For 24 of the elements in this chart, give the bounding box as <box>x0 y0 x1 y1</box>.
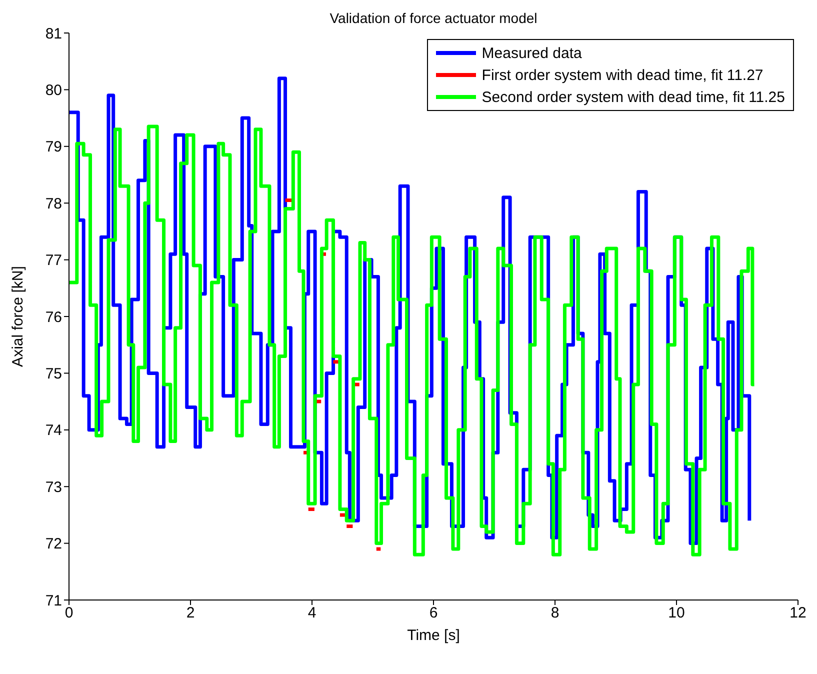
legend-label: First order system with dead time, fit 11.27 <box>482 66 764 84</box>
y-tick-label: 76 <box>45 308 62 326</box>
x-tick-label: 2 <box>186 604 195 622</box>
y-tick-label: 72 <box>45 536 62 553</box>
y-axis-title: Axial force [kN] <box>9 266 26 367</box>
y-tick-label: 74 <box>45 422 62 440</box>
x-tick-label: 4 <box>308 604 316 622</box>
y-tick-label: 81 <box>45 25 62 42</box>
y-tick-label: 73 <box>45 478 62 496</box>
y-tick-label: 80 <box>45 82 62 100</box>
x-tick-label: 12 <box>790 604 806 622</box>
x-tick-label: 10 <box>668 604 685 622</box>
chart-title: Validation of force actuator model <box>328 10 538 26</box>
y-tick-label: 79 <box>45 138 62 156</box>
x-axis-title: Time [s] <box>407 627 460 644</box>
y-tick-label: 75 <box>45 366 62 383</box>
legend-label: Second order system with dead time, fit 11.25 <box>482 88 785 106</box>
y-tick-label: 78 <box>45 195 62 212</box>
x-tick-label: 6 <box>429 604 438 622</box>
y-tick-label: 77 <box>45 252 62 270</box>
x-tick-label: 8 <box>550 604 560 622</box>
x-tick-label: 0 <box>64 604 74 622</box>
legend-label: Measured data <box>482 44 582 62</box>
y-tick-label: 71 <box>45 592 62 610</box>
